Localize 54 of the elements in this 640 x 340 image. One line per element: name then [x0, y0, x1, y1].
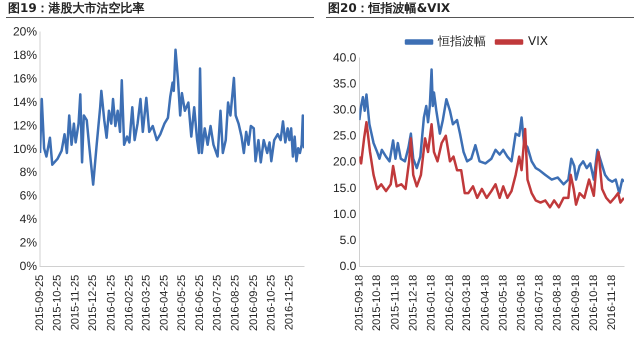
y-tick-label: 12%: [12, 118, 38, 132]
y-tick-label: 4%: [20, 212, 38, 226]
x-tick-label: 2016-08-25: [230, 274, 242, 332]
x-tick-label: 2016-02-25: [123, 274, 136, 332]
y-tick-label: 5.0: [340, 232, 357, 247]
x-tick-label: 2016-04-25: [158, 274, 170, 332]
chart-title: 图20：恒指波幅&VIX: [327, 0, 452, 17]
y-tick-label: 14%: [12, 94, 38, 109]
x-tick-label: 2016-11-25: [283, 274, 296, 330]
y-tick-label: 18%: [12, 48, 38, 62]
x-tick-label: 2016-10-25: [265, 274, 278, 332]
y-tick-label: 0.0: [340, 259, 357, 274]
x-tick-label: 2016-04-18: [479, 274, 492, 332]
x-tick-label: 2015-09-18: [353, 274, 366, 332]
y-tick-label: 0%: [20, 259, 38, 274]
y-tick-label: 25.0: [332, 128, 357, 143]
x-tick-label: 2016-06-18: [516, 274, 528, 332]
y-tick-label: 10%: [12, 142, 38, 156]
x-tick-label: 2016-07-25: [212, 274, 224, 332]
x-tick-label: 2016-09-25: [248, 274, 260, 332]
x-tick-label: 2016-08-18: [552, 274, 564, 332]
legend-label: 恒指波幅: [437, 34, 486, 48]
x-tick-label: 2015-09-25: [34, 274, 46, 332]
x-tick-label: 2016-07-18: [533, 274, 546, 332]
x-tick-label: 2016-06-25: [194, 274, 206, 332]
x-tick-label: 2015-11-25: [70, 274, 82, 330]
x-tick-label: 2015-11-18: [390, 274, 402, 330]
y-tick-label: 8%: [20, 165, 38, 180]
x-tick-label: 2016-05-25: [176, 274, 188, 332]
x-tick-label: 2016-10-18: [588, 274, 600, 332]
x-tick-label: 2016-03-25: [140, 274, 152, 332]
x-tick-label: 2015-10-25: [52, 274, 64, 332]
x-tick-label: 2015-12-25: [87, 274, 100, 332]
y-tick-label: 2%: [20, 236, 38, 250]
x-tick-label: 2015-12-18: [407, 274, 420, 332]
y-tick-label: 20%: [12, 24, 38, 39]
y-tick-label: 20.0: [332, 154, 357, 169]
x-tick-label: 2016-11-18: [606, 274, 618, 330]
x-tick-label: 2016-02-18: [444, 274, 456, 332]
x-tick-label: 2016-03-18: [461, 274, 474, 332]
x-tick-label: 2015-10-18: [371, 274, 384, 332]
legend-label: VIX: [528, 34, 548, 48]
y-tick-label: 10.0: [332, 206, 357, 221]
x-tick-label: 2016-05-18: [497, 274, 510, 332]
y-tick-label: 40.0: [332, 50, 357, 64]
y-tick-label: 30.0: [332, 102, 357, 116]
y-tick-label: 16%: [12, 71, 38, 86]
x-tick-label: 2016-01-18: [426, 274, 438, 332]
x-tick-label: 2016-01-25: [105, 274, 118, 332]
y-tick-label: 35.0: [332, 76, 357, 90]
y-tick-label: 15.0: [332, 180, 357, 195]
y-tick-label: 6%: [20, 188, 38, 203]
chart-title: 图19：港股大市沽空比率: [7, 0, 146, 17]
x-tick-label: 2016-09-18: [570, 274, 582, 332]
